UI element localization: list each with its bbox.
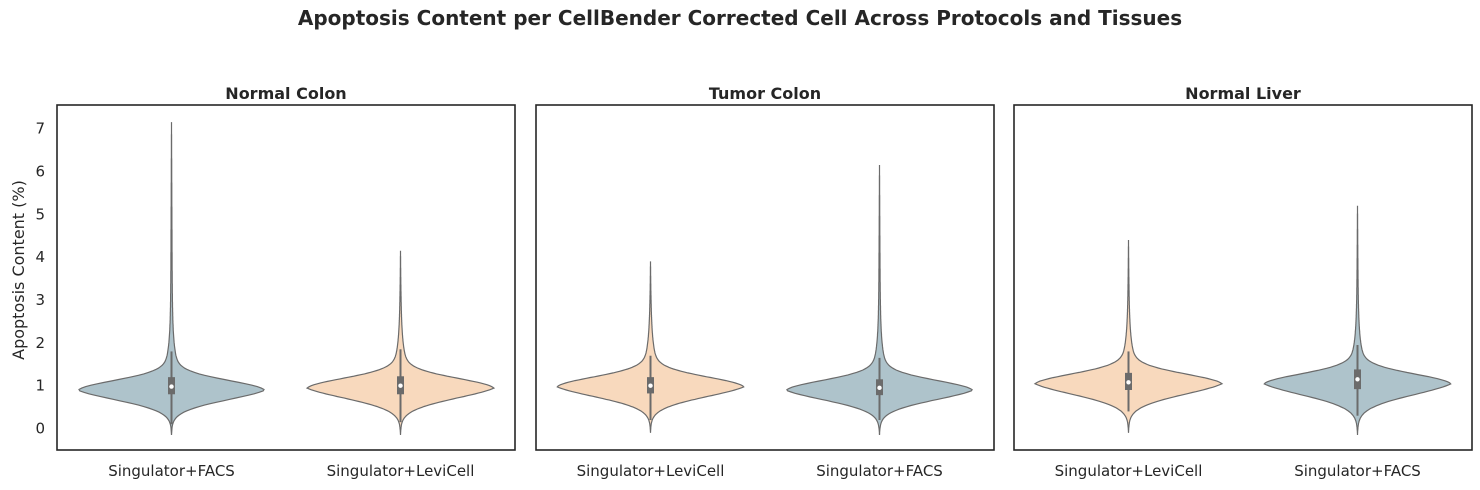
- violin-body: [1263, 205, 1452, 435]
- x-tick-label: Singulator+FACS: [1294, 462, 1421, 480]
- y-tick-label: 2: [35, 334, 45, 352]
- violin-median: [877, 385, 882, 391]
- panel-frame: [535, 104, 995, 451]
- panel-title: Normal Liver: [1185, 84, 1301, 103]
- chart-title: Apoptosis Content per CellBender Correct…: [298, 6, 1182, 30]
- violin-median: [169, 384, 174, 389]
- panel-title: Tumor Colon: [709, 84, 821, 103]
- panel-frame: [1013, 104, 1473, 451]
- y-tick-label: 4: [35, 248, 45, 266]
- y-tick-label: 0: [35, 420, 45, 438]
- violin-body: [1033, 240, 1224, 433]
- y-tick-label: 7: [35, 120, 45, 138]
- violin-median: [648, 383, 653, 388]
- y-tick-label: 1: [35, 377, 45, 395]
- y-tick-label: 5: [35, 205, 45, 223]
- panel-frame: [56, 104, 516, 451]
- panels-group: Normal Colon 0 1 2 3 4 5 6 7 Singulator+FACS Singu…: [35, 84, 1473, 480]
- x-tick-label: Singulator+LeviCell: [577, 462, 725, 480]
- violin-body: [78, 122, 265, 436]
- violin-median: [1355, 377, 1360, 382]
- x-tick-label: Singulator+FACS: [816, 462, 943, 480]
- panel-title: Normal Colon: [225, 84, 346, 103]
- x-tick-label: Singulator+FACS: [108, 462, 235, 480]
- y-axis-label: Apoptosis Content (%): [9, 180, 28, 360]
- violin-median: [1126, 380, 1131, 385]
- x-tick-label: Singulator+LeviCell: [1055, 462, 1203, 480]
- violin-body: [305, 250, 496, 435]
- y-tick-label: 3: [35, 291, 45, 309]
- x-tick-label: Singulator+LeviCell: [327, 462, 475, 480]
- panel-0: Normal Colon 0 1 2 3 4 5 6 7 Singulator+FACS Singu…: [35, 84, 516, 480]
- y-tick-label: 6: [35, 162, 45, 180]
- violin-body: [556, 261, 745, 433]
- violin-body: [786, 165, 973, 436]
- panel-2: Normal Liver Singulator+LeviCell Singulato…: [1013, 84, 1473, 480]
- panel-1: Tumor Colon Singulator+LeviCell Singulator…: [535, 84, 995, 480]
- violin-median: [398, 383, 403, 388]
